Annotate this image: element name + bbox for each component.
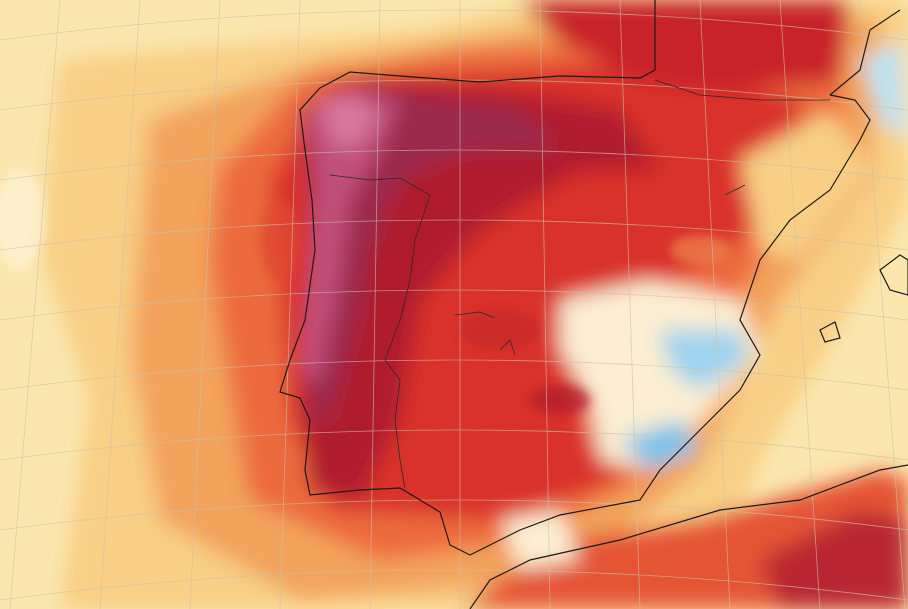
heat-speckles	[0, 170, 730, 415]
borders	[329, 79, 830, 489]
heat-field	[40, 0, 908, 609]
coastline	[279, 0, 908, 609]
